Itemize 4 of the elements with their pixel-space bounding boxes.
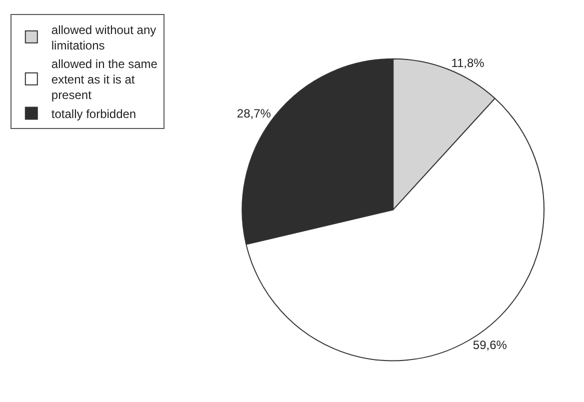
data-label: 28,7% — [236, 106, 272, 120]
data-label: 11,8% — [451, 56, 485, 70]
data-label: 59,6% — [472, 338, 508, 352]
legend-label: totally forbidden — [51, 106, 136, 121]
